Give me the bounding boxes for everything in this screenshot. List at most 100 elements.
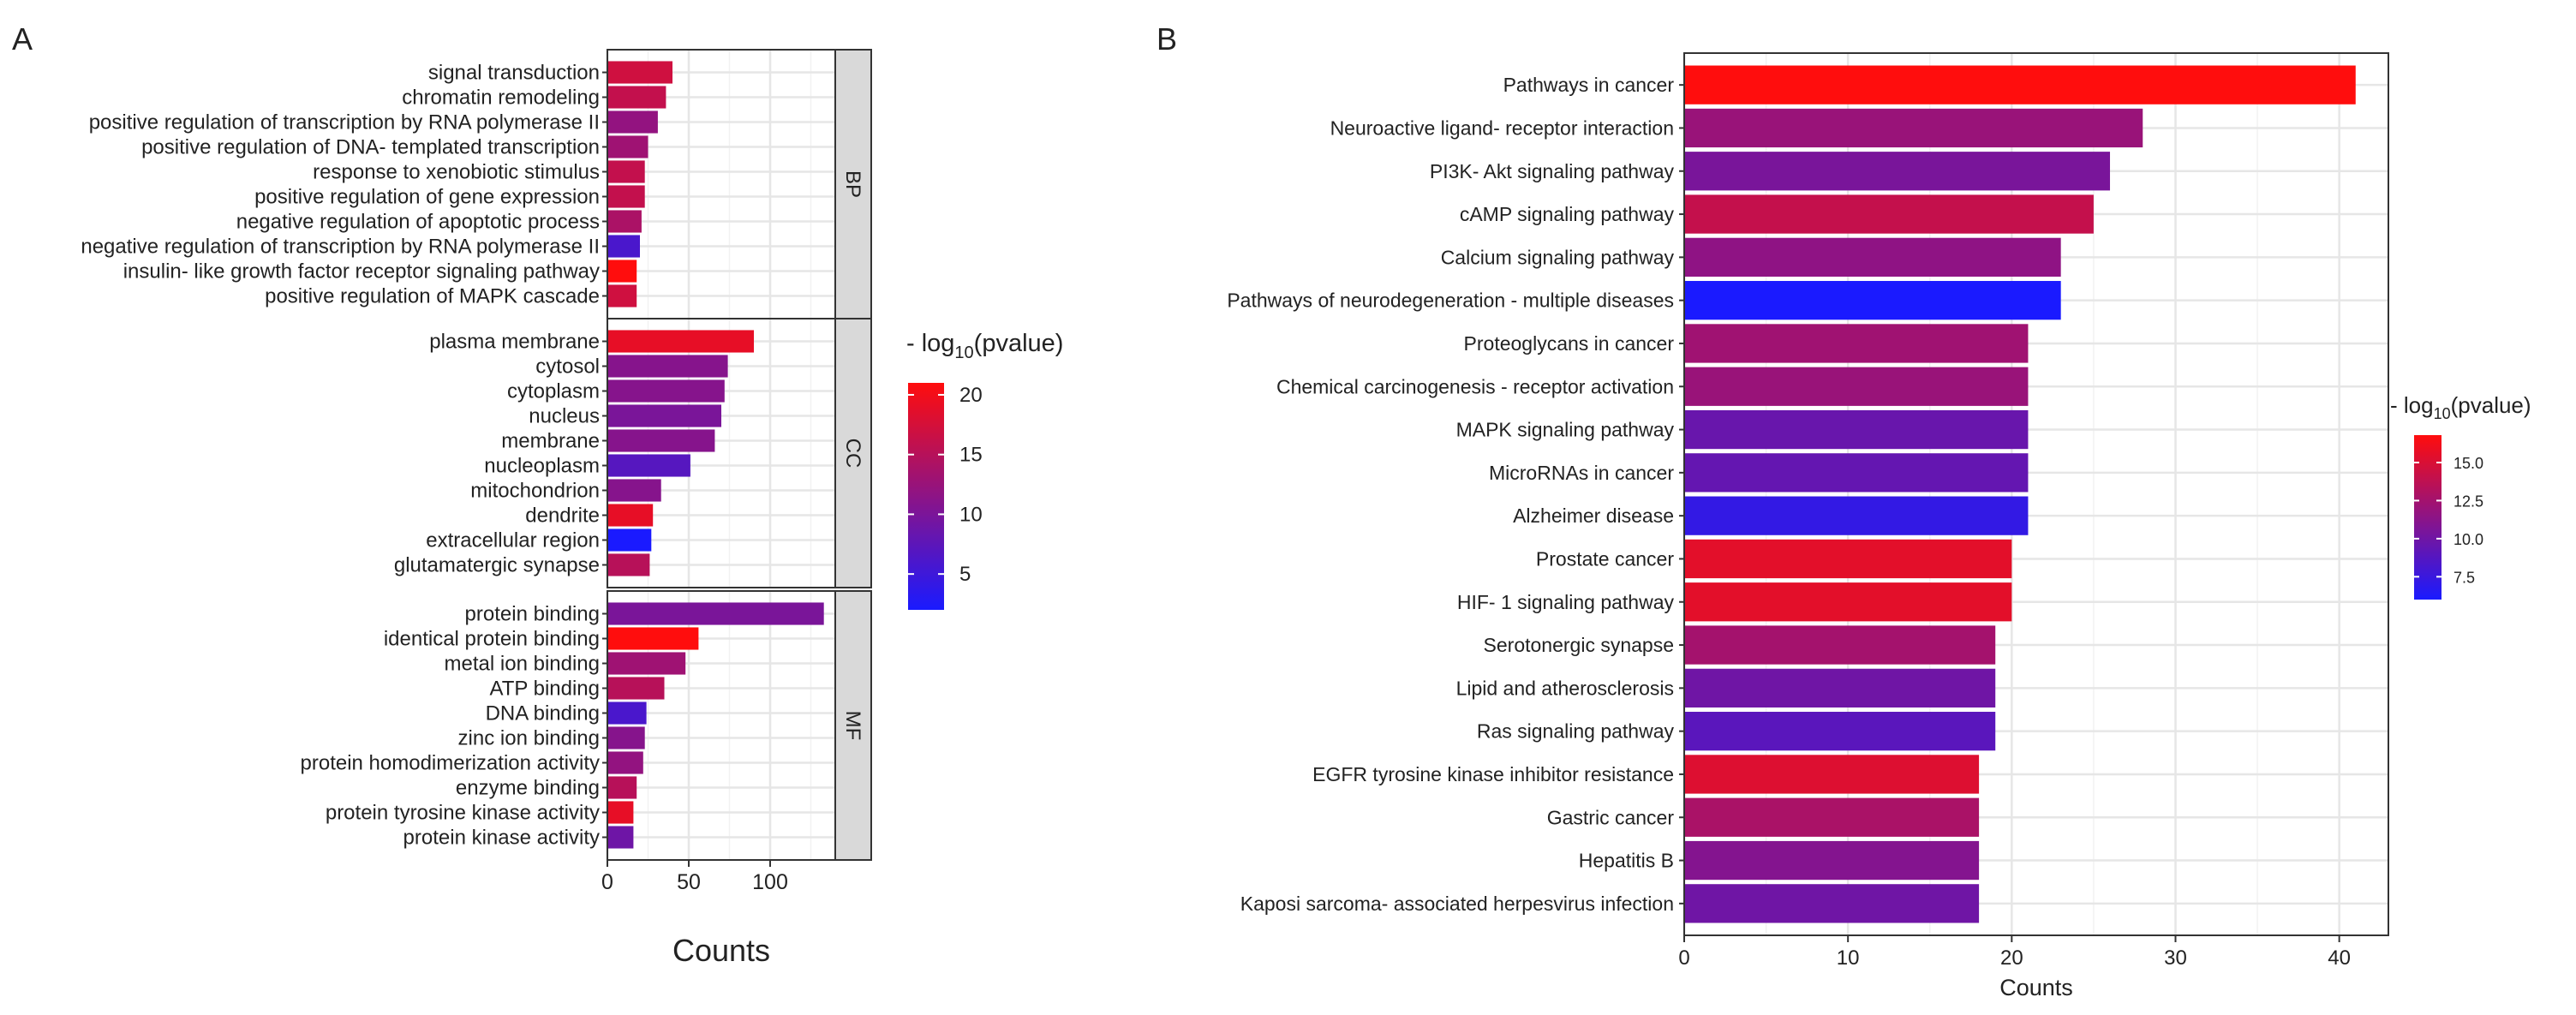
bar bbox=[607, 429, 715, 452]
bar bbox=[607, 135, 648, 158]
bar bbox=[1684, 324, 2029, 363]
category-label: Chemical carcinogenesis - receptor activ… bbox=[1276, 375, 1674, 397]
category-label: Prostate cancer bbox=[1536, 547, 1674, 570]
bar bbox=[607, 185, 645, 208]
bar bbox=[1684, 797, 1980, 837]
bar bbox=[1684, 539, 2012, 579]
bar bbox=[1684, 712, 1996, 751]
panel-a-legend-title-tail: (pvalue) bbox=[974, 330, 1064, 357]
category-label: DNA binding bbox=[486, 702, 600, 725]
plot-border bbox=[1683, 52, 2389, 936]
panel-a-colorbar bbox=[908, 383, 944, 610]
bar bbox=[1684, 884, 1980, 923]
bar bbox=[1684, 237, 2061, 277]
bar bbox=[1684, 755, 1980, 794]
category-label: mitochondrion bbox=[470, 480, 600, 503]
category-label: protein homodimerization activity bbox=[301, 752, 601, 775]
panel-a-label: A bbox=[12, 21, 33, 57]
category-label: membrane bbox=[501, 430, 600, 453]
category-label: protein tyrosine kinase activity bbox=[326, 802, 600, 825]
category-label: extracellular region bbox=[426, 529, 600, 552]
category-label: insulin- like growth factor receptor sig… bbox=[123, 260, 600, 284]
category-label: positive regulation of DNA- templated tr… bbox=[141, 136, 600, 159]
bar bbox=[607, 479, 661, 502]
x-tick-label: 0 bbox=[601, 870, 613, 894]
legend-tick-label: 5 bbox=[959, 563, 971, 586]
bar bbox=[607, 61, 672, 84]
legend-tick-label: 12.5 bbox=[2453, 493, 2483, 510]
category-label: Pathways in cancer bbox=[1503, 74, 1675, 96]
category-label: positive regulation of transcription by … bbox=[89, 111, 600, 134]
panel-b-legend-title-main: - log bbox=[2390, 392, 2434, 418]
legend-tick-label: 15 bbox=[959, 444, 983, 467]
x-tick-label: 0 bbox=[1678, 946, 1689, 970]
bar bbox=[607, 702, 647, 725]
bar bbox=[1684, 582, 2012, 622]
bar bbox=[1684, 453, 2029, 493]
facet-strip-label: MF bbox=[841, 711, 864, 741]
category-label: Gastric cancer bbox=[1547, 806, 1675, 828]
category-label: response to xenobiotic stimulus bbox=[313, 161, 600, 184]
category-label: metal ion binding bbox=[445, 653, 600, 676]
category-label: Pathways of neurodegeneration - multiple… bbox=[1227, 290, 1674, 312]
bar bbox=[607, 528, 652, 552]
bar bbox=[607, 379, 725, 403]
bar bbox=[607, 284, 637, 307]
category-label: nucleoplasm bbox=[484, 455, 600, 478]
category-label: zinc ion binding bbox=[458, 727, 600, 750]
bar bbox=[607, 160, 645, 183]
bar bbox=[1684, 625, 1996, 665]
bar bbox=[1684, 840, 1980, 881]
legend-tick-label: 10 bbox=[959, 503, 983, 526]
panel-a-legend-title-main: - log bbox=[906, 330, 954, 357]
category-label: nucleus bbox=[529, 405, 600, 428]
bar bbox=[607, 553, 650, 576]
category-label: PI3K- Akt signaling pathway bbox=[1430, 160, 1675, 182]
bar bbox=[1684, 409, 2029, 450]
bar bbox=[607, 776, 637, 799]
bar bbox=[607, 355, 728, 378]
category-label: MAPK signaling pathway bbox=[1456, 419, 1675, 441]
bar bbox=[607, 330, 754, 353]
category-label: protein kinase activity bbox=[403, 827, 600, 850]
bar bbox=[607, 652, 686, 675]
bar bbox=[607, 801, 634, 824]
category-label: Ras signaling pathway bbox=[1477, 720, 1675, 743]
category-label: EGFR tyrosine kinase inhibitor resistanc… bbox=[1312, 763, 1674, 785]
category-label: negative regulation of transcription by … bbox=[81, 236, 600, 259]
x-tick-label: 10 bbox=[1837, 946, 1860, 970]
facet-strip bbox=[834, 590, 872, 861]
category-label: glutamatergic synapse bbox=[394, 554, 600, 577]
legend-tick-label: 10.0 bbox=[2453, 531, 2483, 548]
bar bbox=[607, 404, 721, 427]
category-label: Calcium signaling pathway bbox=[1441, 246, 1675, 268]
bar bbox=[1684, 108, 2143, 148]
category-label: cytosol bbox=[535, 355, 600, 379]
x-tick-label: 30 bbox=[2164, 946, 2187, 970]
legend-tick-label: 7.5 bbox=[2453, 569, 2475, 586]
bar bbox=[607, 504, 654, 527]
panel-b-legend: - log10(pvalue) 15.0 12.5 10.0 7.5 bbox=[2390, 392, 2531, 600]
panel-a-legend-title-sub: 10 bbox=[954, 343, 973, 362]
bar bbox=[607, 210, 642, 233]
facet-strip-label: CC bbox=[841, 439, 864, 469]
category-label: negative regulation of apoptotic process bbox=[236, 211, 600, 234]
bar bbox=[607, 726, 645, 749]
bar bbox=[607, 110, 658, 134]
bar bbox=[1684, 152, 2111, 191]
category-label: plasma membrane bbox=[429, 331, 600, 354]
facet-strip bbox=[834, 318, 872, 588]
panel-a-legend-title: - log10(pvalue) bbox=[906, 330, 1063, 362]
category-label: positive regulation of MAPK cascade bbox=[265, 285, 600, 308]
category-label: Proteoglycans in cancer bbox=[1464, 332, 1675, 355]
category-label: Lipid and atherosclerosis bbox=[1456, 677, 1674, 699]
category-label: Serotonergic synapse bbox=[1484, 634, 1674, 656]
bar bbox=[607, 86, 666, 109]
bar bbox=[607, 454, 690, 477]
facet-strip-label: BP bbox=[841, 170, 864, 198]
panel-b-xlabel: Counts bbox=[1999, 975, 2073, 1000]
panel-b-colorbar bbox=[2414, 435, 2442, 600]
